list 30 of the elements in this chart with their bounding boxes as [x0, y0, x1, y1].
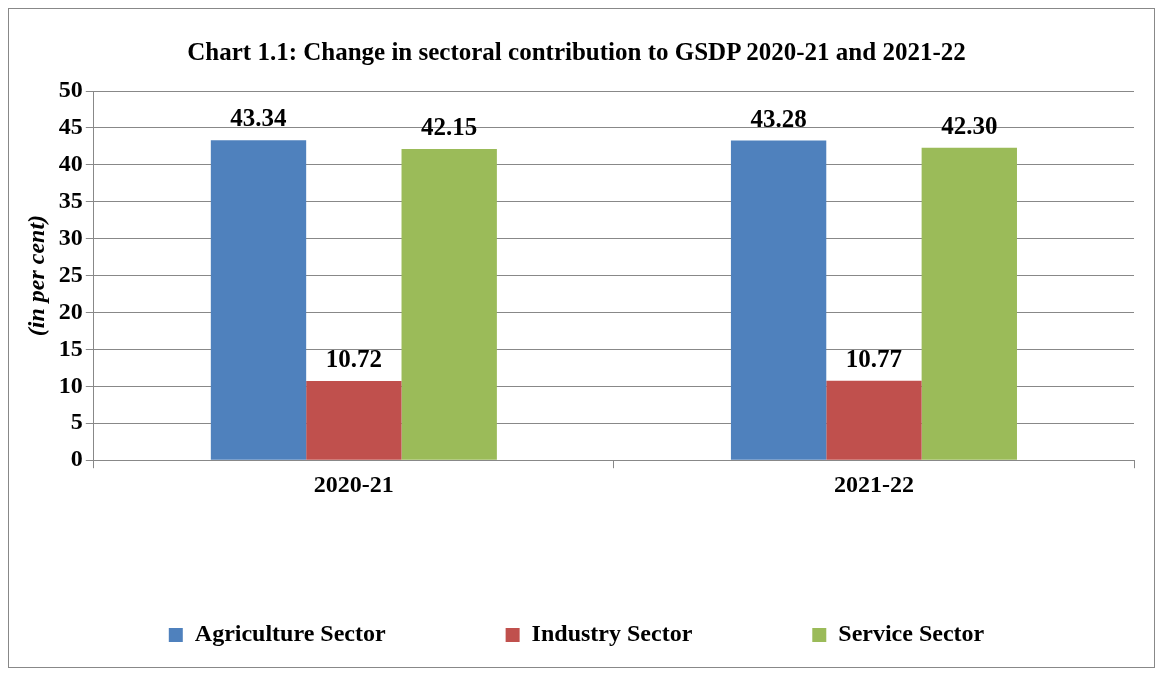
- x-tick-label: 2021-22: [833, 470, 914, 497]
- data-label: 42.15: [421, 112, 478, 140]
- y-tick-label: 40: [58, 150, 83, 177]
- legend-label: Service Sector: [838, 620, 985, 647]
- y-tick-label: 35: [58, 186, 83, 213]
- y-tick-label: 10: [58, 371, 83, 398]
- data-label: 42.30: [941, 111, 998, 139]
- y-tick-label: 50: [58, 76, 83, 103]
- bar: [730, 140, 827, 460]
- y-tick-label: 5: [70, 408, 83, 435]
- y-tick-label: 30: [58, 223, 83, 250]
- y-tick-label: 15: [58, 334, 83, 361]
- data-label: 10.72: [325, 345, 382, 372]
- bar: [921, 147, 1017, 460]
- y-axis-title: (in per cent): [22, 214, 49, 337]
- legend-label: Agriculture Sector: [194, 620, 386, 647]
- chart-title: Chart 1.1: Change in sectoral contribution to GSDP 2020-21 and 2021-22: [187, 38, 966, 66]
- data-label: 43.34: [230, 104, 288, 132]
- data-label: 43.28: [750, 104, 807, 132]
- bar: [210, 140, 307, 460]
- y-tick-label: 45: [58, 113, 83, 140]
- y-tick-label: 0: [70, 445, 83, 472]
- data-label: 10.77: [845, 344, 903, 372]
- y-tick-label: 20: [58, 297, 83, 324]
- bar: [401, 148, 497, 460]
- y-tick-label: 25: [58, 260, 83, 287]
- bar: [826, 380, 922, 460]
- x-tick-label: 2020-21: [313, 470, 394, 497]
- legend-label: Industry Sector: [531, 620, 693, 647]
- bar: [306, 381, 402, 460]
